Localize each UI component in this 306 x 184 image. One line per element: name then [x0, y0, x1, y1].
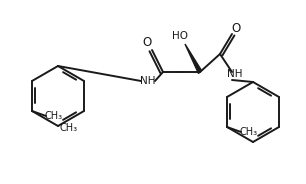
- Text: O: O: [142, 36, 152, 49]
- Text: NH: NH: [140, 76, 156, 86]
- Text: HO: HO: [172, 31, 188, 41]
- Text: CH₃: CH₃: [45, 111, 63, 121]
- Polygon shape: [185, 44, 201, 73]
- Text: O: O: [231, 22, 241, 35]
- Text: NH: NH: [227, 69, 243, 79]
- Text: CH₃: CH₃: [240, 127, 258, 137]
- Text: CH₃: CH₃: [60, 123, 78, 133]
